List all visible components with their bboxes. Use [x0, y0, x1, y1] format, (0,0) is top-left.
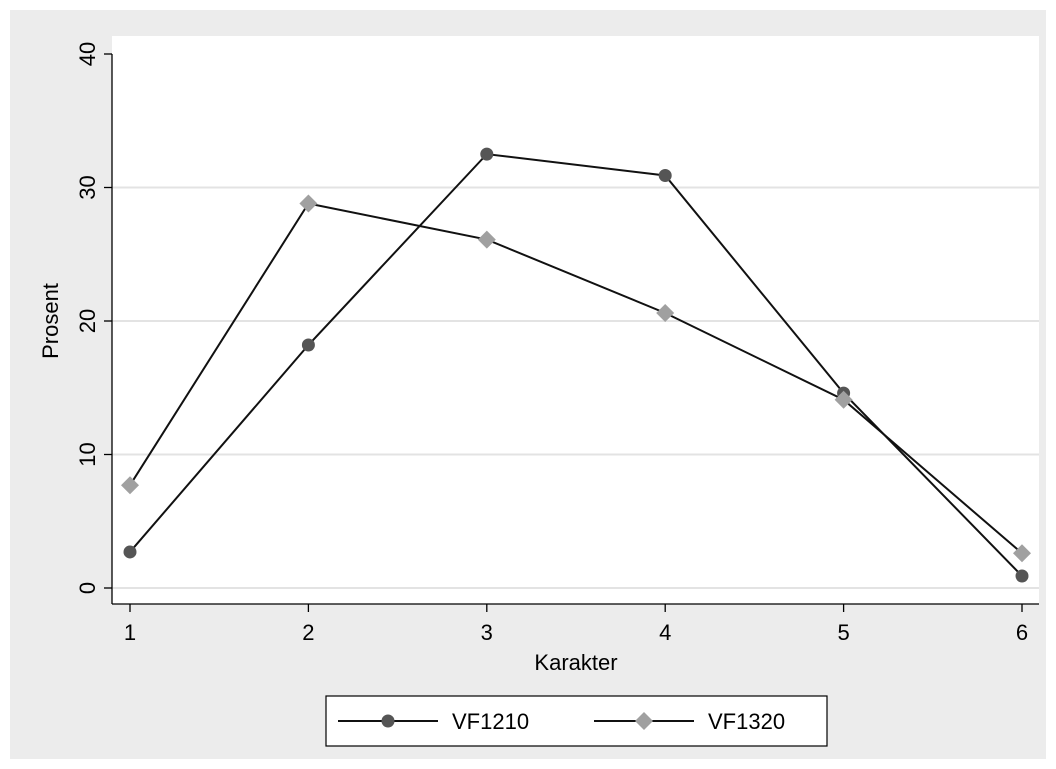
x-tick-label: 6	[1016, 620, 1028, 645]
x-tick-label: 5	[837, 620, 849, 645]
data-point-VF1320	[1013, 544, 1031, 563]
data-point-VF1320	[477, 230, 496, 249]
data-point-VF1210	[301, 338, 315, 352]
x-tick-label: 2	[302, 620, 314, 645]
data-point-VF1210	[123, 545, 137, 559]
legend-label-VF1210: VF1210	[452, 709, 529, 734]
x-tick-label: 3	[481, 620, 493, 645]
data-point-VF1210	[1015, 569, 1029, 583]
grid-layer	[112, 186, 1039, 589]
y-tick-label: 0	[75, 582, 100, 594]
y-tick-label: 20	[75, 309, 100, 333]
legend-label-VF1320: VF1320	[708, 709, 785, 734]
y-tick-label: 30	[75, 175, 100, 199]
y-tick-label: 40	[75, 42, 100, 66]
y-axis-title: Prosent	[38, 283, 63, 359]
series-line-VF1320	[129, 202, 1023, 555]
x-tick-label: 4	[659, 620, 671, 645]
series-layer	[121, 147, 1031, 583]
data-point-VF1320	[656, 303, 675, 322]
data-point-VF1320	[299, 194, 318, 213]
data-point-VF1210	[658, 168, 672, 182]
legend-marker-VF1320	[635, 712, 653, 730]
y-tick-label: 10	[75, 442, 100, 466]
data-point-VF1210	[480, 147, 494, 161]
x-tick-label: 1	[124, 620, 136, 645]
data-point-VF1320	[834, 390, 853, 409]
series-line-VF1210	[129, 153, 1023, 577]
legend: VF1210 VF1320	[325, 695, 828, 747]
data-point-VF1320	[121, 476, 139, 495]
axes-layer: 0 10 20 30 40 1 2 3 4 5 6	[75, 42, 1039, 645]
legend-marker-VF1210	[381, 714, 395, 728]
x-axis-title: Karakter	[534, 650, 617, 675]
